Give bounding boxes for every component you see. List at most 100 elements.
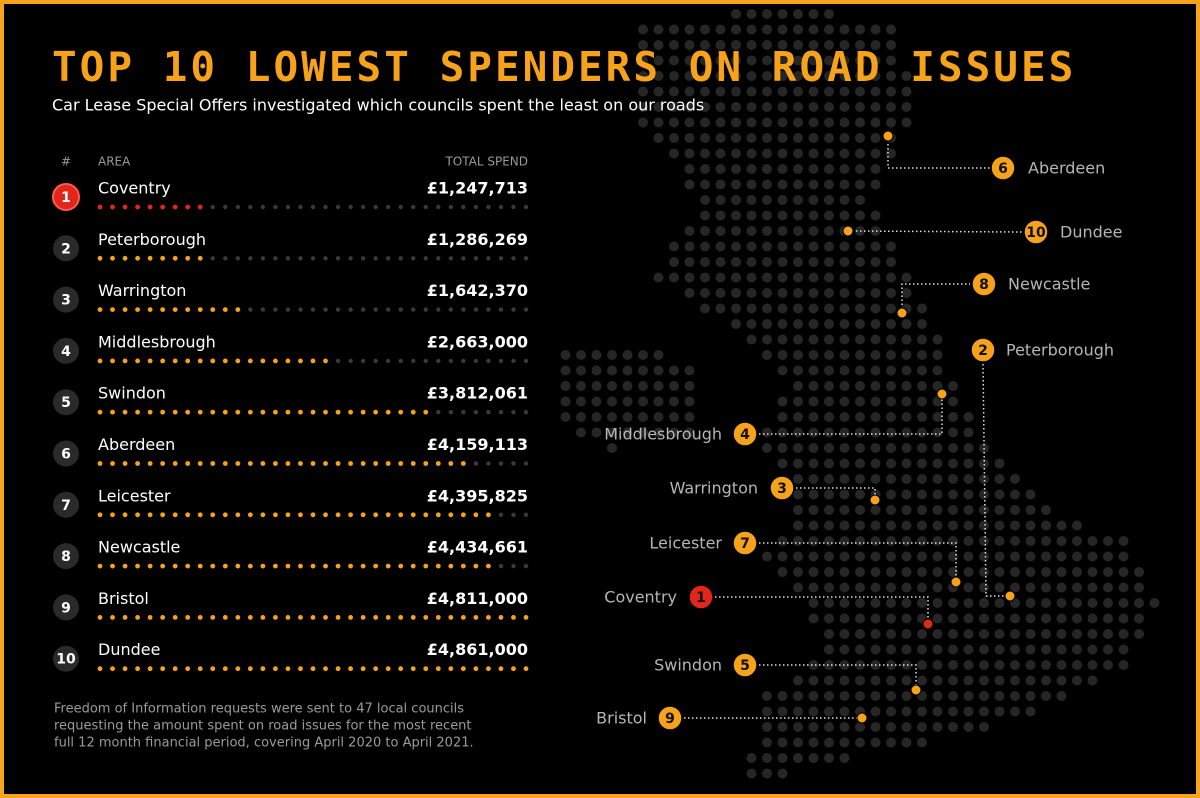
map-dot [870, 722, 881, 732]
map-dot [777, 86, 788, 97]
track-dot [210, 256, 215, 261]
map-dot [979, 582, 989, 593]
map-marker [936, 388, 948, 400]
map-dot [1072, 567, 1082, 577]
map-dot [932, 551, 943, 562]
track-dot [473, 358, 479, 364]
lit-dot [222, 409, 228, 415]
map-dot [793, 210, 803, 221]
track-dot [461, 256, 466, 261]
lit-dot [122, 358, 128, 364]
map-dot [886, 675, 896, 686]
map-dot [731, 86, 741, 97]
map-dot [1134, 598, 1144, 608]
map-dot [886, 117, 896, 128]
map-dot [917, 489, 927, 500]
lit-dot [135, 204, 140, 210]
map-dot [979, 536, 989, 546]
lit-dot [147, 512, 153, 518]
map-city: Newcastle [1008, 275, 1090, 294]
track-dot [498, 512, 504, 517]
map-dot [824, 691, 834, 701]
map-dot [855, 458, 865, 469]
map-dot [762, 164, 772, 174]
map-dot [746, 148, 757, 159]
map-dot [979, 629, 989, 639]
lit-dot [147, 409, 153, 415]
area-label: Peterborough [98, 230, 206, 249]
map-dot [1025, 536, 1036, 546]
connector [715, 596, 929, 624]
lit-dot [373, 512, 379, 518]
map-dot [839, 164, 850, 174]
map-dot [591, 350, 602, 360]
map-dot [684, 164, 695, 174]
map-dot [839, 241, 850, 252]
map-dot [1118, 536, 1129, 546]
subtitle: Car Lease Special Offers investigated wh… [52, 96, 704, 115]
map-dot [746, 753, 757, 763]
track-dot [523, 563, 529, 569]
map-dot [932, 458, 943, 469]
map-dot [1010, 489, 1020, 500]
map-dot [638, 40, 648, 50]
map-dot [963, 443, 974, 453]
lit-dot [335, 461, 341, 466]
map-dot [870, 55, 881, 66]
lit-dot [285, 358, 291, 364]
map-dot [870, 210, 881, 221]
map-dot [917, 350, 927, 360]
map-dot [948, 520, 958, 531]
map-dot [808, 148, 819, 159]
rank-label: 9 [61, 600, 71, 616]
lit-dot [260, 461, 266, 466]
lit-dot [210, 666, 216, 672]
map-dot [762, 24, 772, 35]
lit-dot [197, 358, 203, 364]
lit-dot [310, 512, 316, 518]
dot-bar [97, 204, 203, 210]
map-dot [932, 412, 943, 422]
map-dot [917, 536, 927, 546]
map-dot [824, 334, 834, 345]
map-dot [684, 365, 695, 376]
map-dot [901, 489, 912, 500]
lit-dot [385, 409, 391, 415]
map-dot [870, 71, 881, 81]
track-dot [385, 256, 391, 261]
map-dot [870, 350, 881, 360]
lit-dot [285, 563, 291, 569]
map-dot [808, 164, 819, 174]
map-dot [684, 412, 695, 422]
lit-dot [97, 512, 103, 518]
map-dot [855, 40, 865, 50]
map-dot [886, 381, 896, 391]
map-dot [870, 179, 881, 190]
map-dot [808, 210, 819, 221]
lit-dot [197, 307, 203, 312]
map-dot [1103, 598, 1113, 608]
lit-dot [473, 615, 479, 620]
lit-dot [185, 563, 191, 569]
map-dot [700, 133, 710, 143]
lit-dot [110, 563, 115, 569]
map-dot [870, 396, 881, 407]
map-dot [994, 598, 1005, 608]
track-dot [260, 307, 266, 312]
map-dot [839, 71, 850, 81]
track-dot [473, 204, 479, 210]
map-dot [746, 241, 757, 252]
map-dot [917, 582, 927, 593]
area-label: Newcastle [98, 538, 180, 557]
map-dot [1118, 551, 1129, 562]
map-dot [886, 598, 896, 608]
map-dot [855, 675, 865, 686]
track-dot [411, 307, 416, 312]
lit-dot [160, 512, 166, 518]
map-dot [684, 148, 695, 159]
map-dot [808, 474, 819, 484]
map-dot [994, 706, 1005, 717]
value-label: £4,159,113 [427, 435, 528, 454]
map-dot [917, 567, 927, 577]
map-dot [762, 71, 772, 81]
